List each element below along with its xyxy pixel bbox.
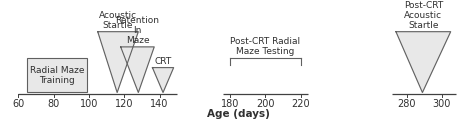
Text: Radial Maze
Training: Radial Maze Training bbox=[30, 66, 84, 85]
Text: 120: 120 bbox=[115, 99, 134, 109]
Text: 140: 140 bbox=[151, 99, 169, 109]
Polygon shape bbox=[98, 32, 138, 93]
Text: 280: 280 bbox=[397, 99, 416, 109]
Text: Acoustic
Startle: Acoustic Startle bbox=[99, 11, 137, 30]
Text: 180: 180 bbox=[221, 99, 239, 109]
Text: 80: 80 bbox=[47, 99, 60, 109]
Text: 60: 60 bbox=[12, 99, 24, 109]
Text: Post-CRT Radial
Maze Testing: Post-CRT Radial Maze Testing bbox=[230, 37, 301, 56]
Text: 220: 220 bbox=[291, 99, 310, 109]
Polygon shape bbox=[152, 68, 174, 93]
Polygon shape bbox=[121, 47, 154, 93]
Text: 200: 200 bbox=[256, 99, 275, 109]
Bar bbox=[27, 58, 87, 93]
Text: Age (days): Age (days) bbox=[207, 109, 270, 119]
Text: 300: 300 bbox=[432, 99, 451, 109]
Text: 100: 100 bbox=[80, 99, 98, 109]
Polygon shape bbox=[396, 32, 451, 93]
Text: Retention
In
Maze: Retention In Maze bbox=[115, 16, 159, 45]
Text: Post-CRT
Acoustic
Startle: Post-CRT Acoustic Startle bbox=[404, 1, 443, 30]
Text: CRT: CRT bbox=[154, 57, 172, 66]
